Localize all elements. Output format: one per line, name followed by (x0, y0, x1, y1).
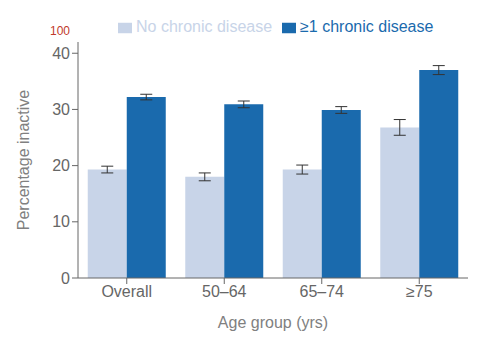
svg-text:10: 10 (52, 213, 70, 230)
svg-text:Percentage inactive: Percentage inactive (15, 90, 32, 231)
svg-text:0: 0 (61, 270, 70, 287)
svg-text:20: 20 (52, 157, 70, 174)
svg-text:Overall: Overall (101, 283, 152, 300)
html-text:≥1 chronic disease: ≥1 chronic disease (300, 18, 434, 35)
svg-text:50–64: 50–64 (202, 283, 247, 300)
html-text:100: 100 (50, 24, 70, 38)
svg-text:30: 30 (52, 101, 70, 118)
svg-text:Age group (yrs): Age group (yrs) (218, 314, 328, 331)
svg-text:40: 40 (52, 45, 70, 62)
html-text:No chronic disease: No chronic disease (136, 18, 273, 35)
svg-text:65–74: 65–74 (300, 283, 345, 300)
svg-text:≥75: ≥75 (406, 283, 433, 300)
